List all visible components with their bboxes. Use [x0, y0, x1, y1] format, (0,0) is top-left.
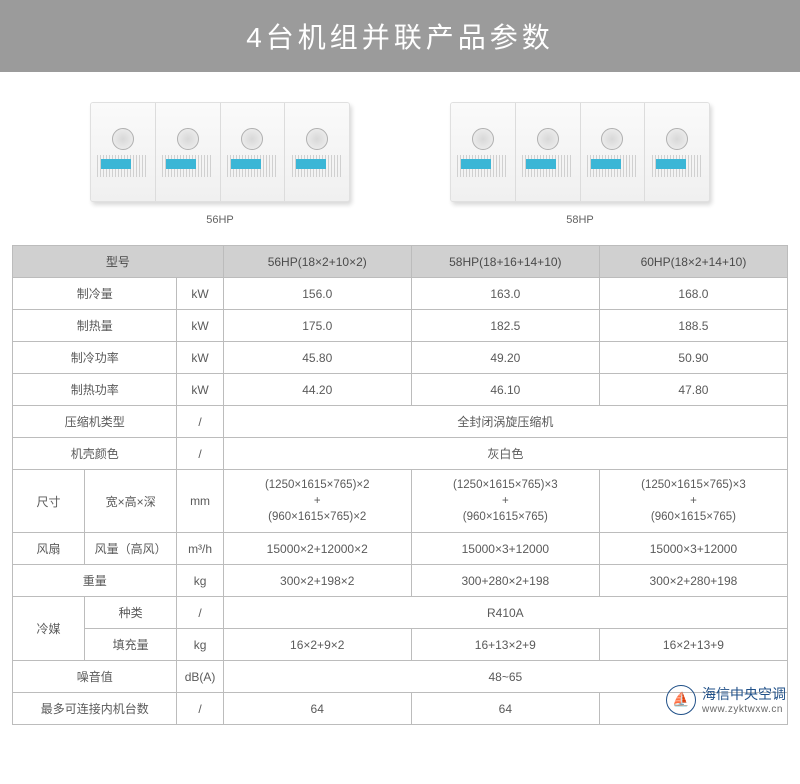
cell: 16+13×2+9	[411, 629, 599, 661]
cell: 163.0	[411, 278, 599, 310]
row-dimensions: 尺寸 宽×高×深 mm (1250×1615×765)×2+(960×1615×…	[13, 470, 788, 533]
merged-cell: 全封闭涡旋压缩机	[223, 406, 787, 438]
th-model-3: 60HP(18×2+14+10)	[599, 246, 787, 278]
cell: 44.20	[223, 374, 411, 406]
unit: kW	[177, 278, 223, 310]
header-row: 型号 56HP(18×2+10×2) 58HP(18+16+14+10) 60H…	[13, 246, 788, 278]
group-label: 冷媒	[13, 597, 85, 661]
label: 最多可连接内机台数	[13, 693, 177, 725]
cell: 64	[223, 693, 411, 725]
sub-label: 种类	[84, 597, 177, 629]
label: 制热功率	[13, 374, 177, 406]
th-model-2: 58HP(18+16+14+10)	[411, 246, 599, 278]
unit: kW	[177, 342, 223, 374]
product-56hp: 56HP	[58, 102, 382, 226]
cell: 175.0	[223, 310, 411, 342]
cell: (1250×1615×765)×3+(960×1615×765)	[411, 470, 599, 533]
unit: /	[177, 693, 223, 725]
watermark: ⛵ 海信中央空调 www.zyktwxw.cn	[666, 684, 786, 715]
cell: 16×2+9×2	[223, 629, 411, 661]
unit: kg	[177, 629, 223, 661]
row-fan: 风扇 风量（高风） m³/h 15000×2+12000×2 15000×3+1…	[13, 533, 788, 565]
cell: 50.90	[599, 342, 787, 374]
cell: (1250×1615×765)×2+(960×1615×765)×2	[223, 470, 411, 533]
spec-table: 型号 56HP(18×2+10×2) 58HP(18+16+14+10) 60H…	[12, 245, 788, 725]
unit: kW	[177, 310, 223, 342]
cell: 182.5	[411, 310, 599, 342]
product-label: 58HP	[566, 214, 594, 226]
label: 机壳颜色	[13, 438, 177, 470]
group-label: 尺寸	[13, 470, 85, 533]
row-compressor: 压缩机类型 / 全封闭涡旋压缩机	[13, 406, 788, 438]
sub-label: 风量（高风）	[84, 533, 177, 565]
cell: 49.20	[411, 342, 599, 374]
unit-illustration	[450, 102, 710, 202]
unit: mm	[177, 470, 223, 533]
watermark-brand: 海信中央空调	[702, 686, 786, 702]
unit-illustration	[90, 102, 350, 202]
cell: 64	[411, 693, 599, 725]
label: 噪音值	[13, 661, 177, 693]
product-58hp: 58HP	[418, 102, 742, 226]
cell: 168.0	[599, 278, 787, 310]
unit: m³/h	[177, 533, 223, 565]
label: 压缩机类型	[13, 406, 177, 438]
unit: kg	[177, 565, 223, 597]
unit: dB(A)	[177, 661, 223, 693]
row-cooling-pwr: 制冷功率 kW 45.80 49.20 50.90	[13, 342, 788, 374]
unit: /	[177, 406, 223, 438]
boat-icon: ⛵	[666, 685, 696, 715]
label: 制冷功率	[13, 342, 177, 374]
cell: 15000×3+12000	[411, 533, 599, 565]
row-weight: 重量 kg 300×2+198×2 300+280×2+198 300×2+28…	[13, 565, 788, 597]
unit: /	[177, 438, 223, 470]
cell: 300×2+280+198	[599, 565, 787, 597]
cell: 188.5	[599, 310, 787, 342]
merged-cell: R410A	[223, 597, 787, 629]
row-refrigerant-charge: 填充量 kg 16×2+9×2 16+13×2+9 16×2+13+9	[13, 629, 788, 661]
th-model: 型号	[13, 246, 224, 278]
unit: kW	[177, 374, 223, 406]
row-color: 机壳颜色 / 灰白色	[13, 438, 788, 470]
cell: 300×2+198×2	[223, 565, 411, 597]
group-label: 风扇	[13, 533, 85, 565]
cell: 15000×3+12000	[599, 533, 787, 565]
cell: 47.80	[599, 374, 787, 406]
sub-label: 宽×高×深	[84, 470, 177, 533]
cell: 15000×2+12000×2	[223, 533, 411, 565]
cell: 300+280×2+198	[411, 565, 599, 597]
cell: 16×2+13+9	[599, 629, 787, 661]
label: 制冷量	[13, 278, 177, 310]
sub-label: 填充量	[84, 629, 177, 661]
row-refrigerant-type: 冷媒 种类 / R410A	[13, 597, 788, 629]
cell: 45.80	[223, 342, 411, 374]
row-cooling-cap: 制冷量 kW 156.0 163.0 168.0	[13, 278, 788, 310]
product-label: 56HP	[206, 214, 234, 226]
label: 重量	[13, 565, 177, 597]
watermark-url: www.zyktwxw.cn	[702, 704, 786, 715]
product-image-row: 56HP 58HP	[0, 72, 800, 241]
row-heating-cap: 制热量 kW 175.0 182.5 188.5	[13, 310, 788, 342]
th-model-1: 56HP(18×2+10×2)	[223, 246, 411, 278]
cell: 46.10	[411, 374, 599, 406]
row-heating-pwr: 制热功率 kW 44.20 46.10 47.80	[13, 374, 788, 406]
merged-cell: 灰白色	[223, 438, 787, 470]
page-title: 4台机组并联产品参数	[0, 0, 800, 72]
unit: /	[177, 597, 223, 629]
cell: 156.0	[223, 278, 411, 310]
label: 制热量	[13, 310, 177, 342]
cell: (1250×1615×765)×3+(960×1615×765)	[599, 470, 787, 533]
